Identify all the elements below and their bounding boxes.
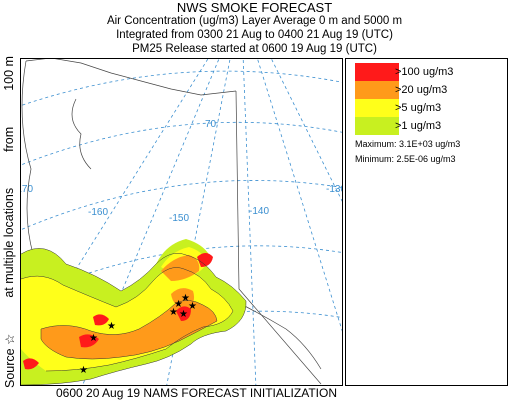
source-label: Source ☆ — [3, 333, 17, 388]
legend-item-20: >20 ug/m3 — [355, 81, 447, 99]
from-label: from — [2, 126, 16, 152]
smoke-map-svg: -170 -160 -150 -140 -130 70 — [21, 59, 342, 385]
svg-text:★: ★ — [79, 365, 88, 376]
svg-text:★: ★ — [169, 307, 178, 318]
lon-label-150: -150 — [169, 213, 189, 224]
smoke-map: -170 -160 -150 -140 -130 70 — [20, 58, 343, 386]
svg-text:★: ★ — [181, 293, 190, 304]
legend-minimum: Minimum: 2.5E-06 ug/m3 — [355, 154, 456, 164]
svg-text:★: ★ — [107, 321, 116, 332]
svg-text:★: ★ — [179, 309, 188, 320]
height-label: 100 m — [2, 56, 16, 91]
legend-item-5: >5 ug/m3 — [355, 99, 441, 117]
legend-maximum: Maximum: 3.1E+03 ug/m3 — [355, 139, 461, 149]
svg-text:★: ★ — [174, 299, 183, 310]
svg-text:★: ★ — [188, 301, 197, 312]
forecast-title: NWS SMOKE FORECAST — [176, 0, 333, 15]
legend-item-100: >100 ug/m3 — [355, 63, 453, 81]
lat-label-70: 70 — [205, 119, 217, 130]
source-side-label: Source ☆ at multiple locations from 100 … — [2, 56, 20, 388]
legend-swatch-100 — [355, 63, 399, 81]
svg-text:★: ★ — [89, 333, 98, 344]
concentration-line: Air Concentration (ug/m3) Layer Average … — [106, 15, 403, 27]
lon-label-170: -170 — [21, 184, 33, 195]
legend-label-5: >5 ug/m3 — [395, 102, 442, 114]
legend-panel: >100 ug/m3 >20 ug/m3 >5 ug/m3 >1 ug/m3 M… — [345, 58, 508, 386]
smoke-plume: ★ ★ ★ ★ ★ ★ ★ ★ — [21, 239, 247, 385]
source-markers: ★ ★ ★ ★ ★ ★ ★ ★ — [79, 293, 197, 376]
forecast-initialization: 0600 20 Aug 19 NAMS FORECAST INITIALIZAT… — [56, 386, 337, 400]
lon-label-130: -130 — [326, 184, 342, 195]
legend-item-1: >1 ug/m3 — [355, 117, 441, 135]
lon-label-140: -140 — [249, 206, 269, 217]
legend-label-20: >20 ug/m3 — [395, 84, 448, 96]
legend-swatch-5 — [355, 99, 399, 117]
locations-label: at multiple locations — [2, 187, 16, 298]
legend-swatch-1 — [355, 117, 399, 135]
legend-label-1: >1 ug/m3 — [395, 120, 442, 132]
integration-line: Integrated from 0300 21 Aug to 0400 21 A… — [116, 29, 393, 41]
legend-swatch-20 — [355, 81, 399, 99]
legend-label-100: >100 ug/m3 — [395, 66, 454, 78]
lon-label-160: -160 — [88, 207, 108, 218]
release-line: PM25 Release started at 0600 19 Aug 19 (… — [132, 43, 377, 55]
